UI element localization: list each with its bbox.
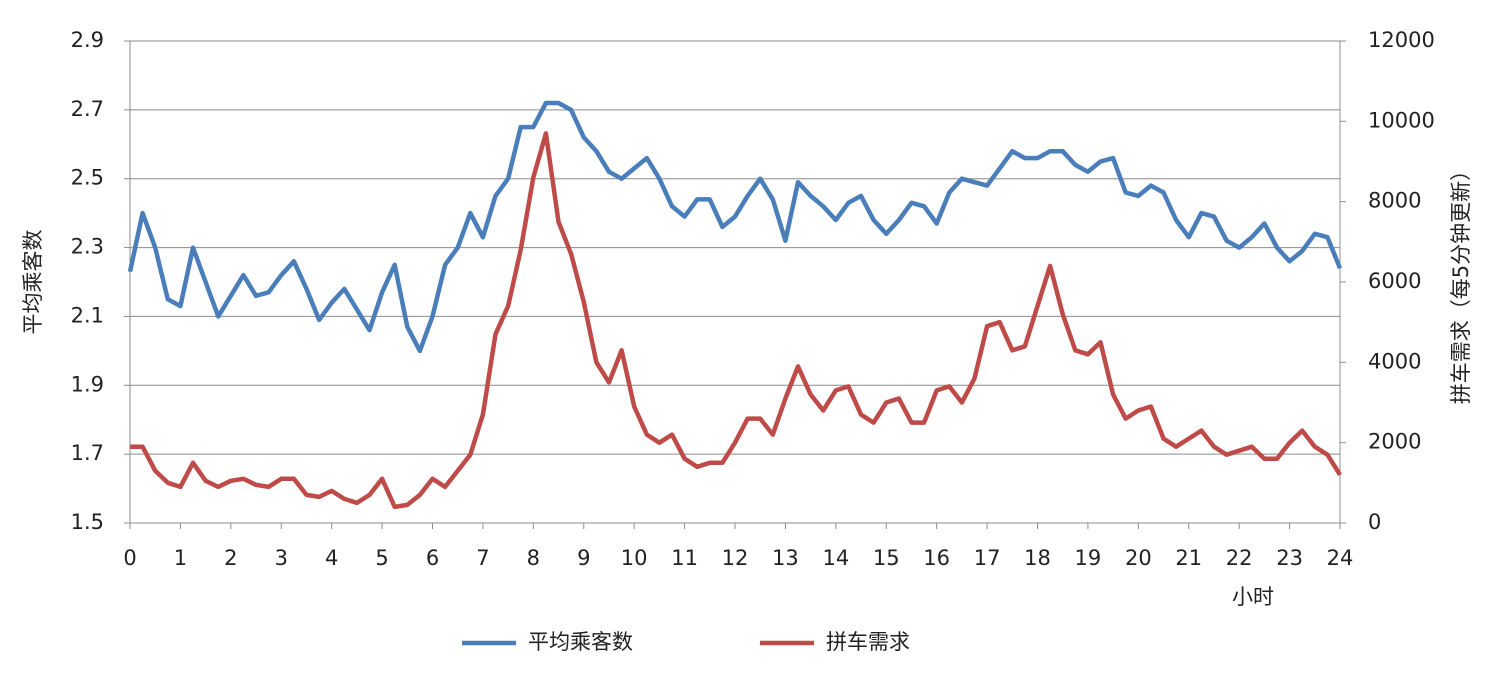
x-tick-label: 23 [1276,546,1303,570]
x-tick-label: 6 [426,546,439,570]
x-tick-label: 3 [275,546,288,570]
x-tick-label: 20 [1125,546,1152,570]
y2-tick-label: 8000 [1368,189,1421,213]
y2-tick-label: 4000 [1368,349,1421,373]
x-tick-label: 8 [527,546,540,570]
x-tick-label: 12 [722,546,749,570]
legend-label: 拼车需求 [826,630,910,654]
y-axis-label: 平均乘客数 [21,230,45,335]
x-tick-label: 22 [1226,546,1253,570]
x-tick-label: 16 [923,546,950,570]
x-tick-label: 11 [671,546,698,570]
x-tick-label: 24 [1327,546,1354,570]
y-tick-label: 2.5 [71,166,104,190]
x-tick-label: 15 [873,546,900,570]
y2-tick-label: 6000 [1368,269,1421,293]
x-tick-label: 4 [325,546,338,570]
y2-tick-label: 0 [1368,510,1381,534]
x-tick-label: 14 [822,546,849,570]
x-tick-label: 18 [1024,546,1051,570]
y-tick-label: 1.9 [71,372,104,396]
y-tick-label: 2.1 [71,303,104,327]
x-tick-label: 19 [1075,546,1102,570]
series-line [130,131,1342,510]
x-tick-label: 21 [1175,546,1202,570]
x-tick-label: 2 [224,546,237,570]
y-tick-label: 1.5 [71,510,104,534]
series-line [127,100,1343,354]
legend-label: 平均乘客数 [528,630,633,654]
x-axis-label: 小时 [1232,585,1274,609]
y-tick-label: 2.7 [71,97,104,121]
x-tick-label: 17 [974,546,1001,570]
y-tick-label: 2.9 [71,28,104,52]
x-tick-label: 9 [577,546,590,570]
x-tick-label: 10 [621,546,648,570]
x-tick-label: 5 [375,546,388,570]
y2-tick-label: 2000 [1368,430,1421,454]
x-tick-label: 7 [476,546,489,570]
y-tick-label: 2.3 [71,235,104,259]
y2-axis-label: 拼车需求（每5分钟更新） [1449,160,1473,404]
y-tick-label: 1.7 [71,441,104,465]
x-tick-label: 1 [174,546,187,570]
x-tick-label: 0 [123,546,136,570]
x-tick-label: 13 [772,546,799,570]
y2-tick-label: 12000 [1368,28,1435,52]
y2-tick-label: 10000 [1368,108,1435,132]
